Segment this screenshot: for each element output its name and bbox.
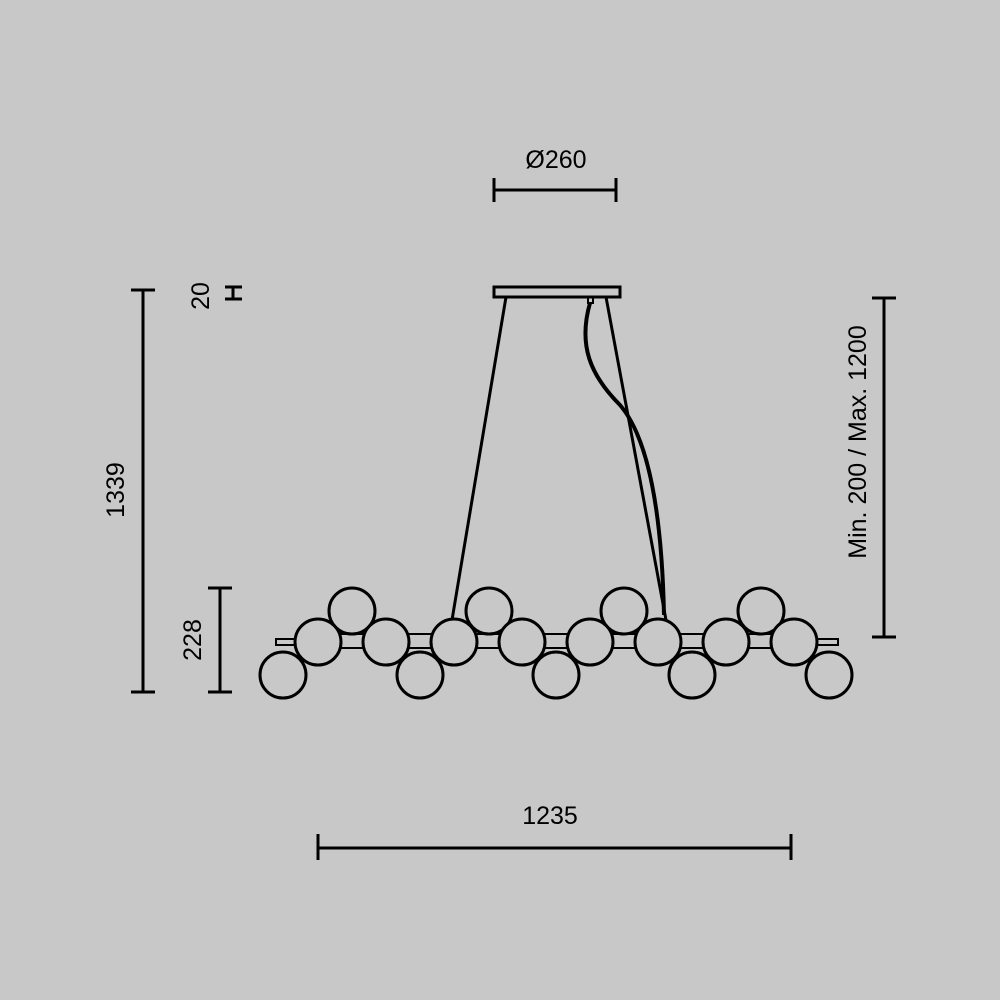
glass-globe xyxy=(769,617,819,667)
glass-globe xyxy=(531,650,581,700)
cable-clamp xyxy=(587,296,594,304)
globe-connector xyxy=(611,633,637,649)
canopy-height-dimension-line xyxy=(225,285,242,301)
glass-globe xyxy=(361,617,411,667)
globe-connector xyxy=(475,633,501,649)
glass-globe xyxy=(667,650,717,700)
power-cable xyxy=(583,302,666,616)
canopy xyxy=(492,285,622,299)
glass-globe xyxy=(293,617,343,667)
body-height-label: 228 xyxy=(179,619,207,661)
glass-globe xyxy=(633,617,683,667)
canopy-diameter-label: Ø260 xyxy=(525,146,586,174)
glass-globe xyxy=(599,586,649,636)
glass-globe xyxy=(429,617,479,667)
glass-globe xyxy=(497,617,547,667)
globe-connector xyxy=(543,633,569,649)
body-height-dimension-line xyxy=(208,586,232,694)
glass-globe xyxy=(804,650,854,700)
total-height-dimension-line xyxy=(131,288,155,694)
globe-connector xyxy=(747,633,773,649)
globe-connector xyxy=(407,633,433,649)
canopy-diameter-dimension-line xyxy=(492,178,618,202)
glass-globe xyxy=(395,650,445,700)
glass-globe xyxy=(464,586,514,636)
glass-globes xyxy=(258,586,854,700)
width-dimension-line xyxy=(316,834,793,860)
glass-globe xyxy=(701,617,751,667)
suspension-dimension-line xyxy=(872,296,896,639)
globe-connector xyxy=(339,633,365,649)
canopy-height-label: 20 xyxy=(187,282,215,310)
width-label: 1235 xyxy=(522,802,578,830)
suspension-range-label: Min. 200 / Max. 1200 xyxy=(844,325,872,558)
glass-globe xyxy=(565,617,615,667)
glass-globe xyxy=(258,650,308,700)
glass-globe xyxy=(327,586,377,636)
glass-globe xyxy=(736,586,786,636)
suspension-rod-left xyxy=(450,296,508,621)
globe-connector xyxy=(679,633,705,649)
suspension-rod-right xyxy=(604,296,668,621)
total-height-label: 1339 xyxy=(102,462,130,518)
